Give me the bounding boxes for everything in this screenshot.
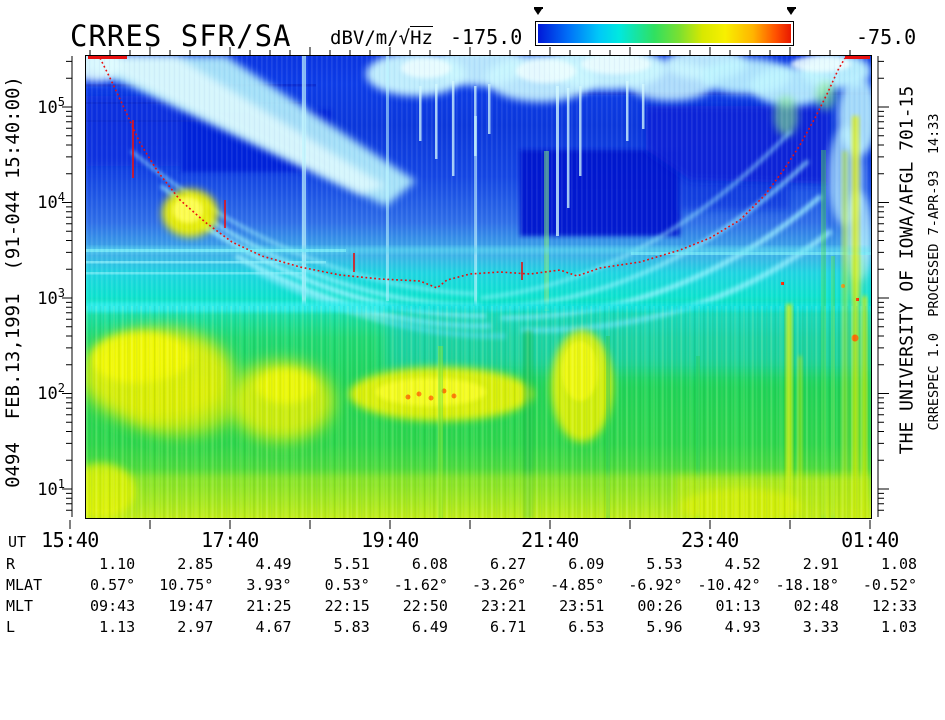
ephemeris-row-MLT: MLT 09:43 19:47 21:25 22:15 22:50 23:21 … [0,597,945,615]
ephemeris-cell: 1.10 [99,555,136,573]
y-tick-label-1e2: 102 [37,381,65,404]
colorbar-gradient [538,24,791,43]
colorbar-units-label: dBV/m/√Hz [330,26,433,49]
ephemeris-cell: 21:25 [246,597,292,615]
fce-line [88,56,870,289]
ephemeris-cell: 4.67 [255,618,292,636]
ephemeris-cell: 2.97 [177,618,214,636]
ephemeris-cell: 22:50 [402,597,448,615]
units-radicand: Hz [410,26,433,49]
ephemeris-cell: 0.57° [90,576,136,594]
ephemeris-cell: 2.85 [177,555,214,573]
x-axis-name: UT [8,533,27,551]
y-tick-label-1e4: 104 [37,190,65,213]
ephemeris-cell: 3.33 [802,618,839,636]
ephemeris-cell: -10.42° [697,576,761,594]
row-label: MLT [6,597,34,615]
colorbar-min-label: -175.0 [450,25,523,49]
y-tick-label-1e5: 105 [37,95,65,118]
ephemeris-cell: -1.62° [393,576,448,594]
page-title: CRRES SFR/SA [70,19,292,53]
ephemeris-cell: 02:48 [793,597,839,615]
ephemeris-cell: 00:26 [637,597,683,615]
ephemeris-cell: 5.53 [646,555,683,573]
colorbar [535,21,794,46]
ephemeris-cell: -0.52° [862,576,918,594]
x-tick-label: 01:40 [841,528,899,552]
ephemeris-cell: 3.93° [246,576,292,594]
spectrogram-plot [85,55,872,519]
row-label: R [6,555,16,573]
x-tick-label: 21:40 [521,528,579,552]
ephemeris-cell: 19:47 [168,597,214,615]
spectrogram-image [86,56,871,518]
ephemeris-cell: 1.13 [99,618,136,636]
colorbar-max-label: -75.0 [856,25,917,49]
institution-label: THE UNIVERSITY OF IOWA/AFGL 701-15 [896,85,918,455]
x-tick-label: 15:40 [41,528,99,552]
ephemeris-cell: 6.53 [568,618,605,636]
y-tick-label-1e1: 101 [37,477,65,500]
ephemeris-cell: 5.96 [646,618,683,636]
ephemeris-cell: 4.49 [255,555,292,573]
x-tick-label: 23:40 [681,528,739,552]
colorbar-range-marker-left-icon [533,7,543,17]
ephemeris-row-L: L 1.13 2.97 4.67 5.83 6.49 6.71 6.53 5.9… [0,618,945,636]
ephemeris-cell: 23:51 [559,597,605,615]
processing-label: CRRESPEC 1.0 PROCESSED 7-APR-93 14:33 [926,113,942,431]
ephemeris-cell: 0.53° [324,576,370,594]
ephemeris-cell: 10.75° [159,576,214,594]
ephemeris-cell: 4.52 [724,555,761,573]
ephemeris-cell: -4.85° [550,576,605,594]
colorbar-range-marker-right-icon [786,7,796,17]
ephemeris-cell: 01:13 [715,597,761,615]
ephemeris-cell: 5.51 [333,555,370,573]
processing-label-wrap: CRRESPEC 1.0 PROCESSED 7-APR-93 14:33 [926,114,945,431]
row-label: MLAT [6,576,43,594]
ephemeris-cell: 23:21 [480,597,527,615]
ephemeris-row-MLAT: MLAT 0.57° 10.75° 3.93° 0.53° -1.62° -3.… [0,576,945,594]
ephemeris-cell: 2.91 [802,555,839,573]
ephemeris-cell: 6.09 [568,555,605,573]
y-tick-label-1e3: 103 [37,286,65,309]
ephemeris-cell: 22:15 [324,597,370,615]
x-tick-label: 17:40 [201,528,259,552]
ephemeris-cell: 6.49 [411,618,448,636]
orbit-date-label: 0494 FEB.13,1991 (91-044 15:40:00) [2,76,24,488]
ephemeris-cell: -3.26° [471,576,527,594]
ephemeris-cell: 1.03 [880,618,918,636]
ephemeris-cell: 4.93 [724,618,761,636]
units-prefix: dBV/m/√ [330,27,411,49]
ephemeris-cell: 6.71 [490,618,527,636]
x-tick-label: 19:40 [361,528,419,552]
row-label: L [6,618,16,636]
ephemeris-cell: -6.92° [628,576,683,594]
ephemeris-cell: 6.27 [490,555,527,573]
ephemeris-row-R: R 1.10 2.85 4.49 5.51 6.08 6.27 6.09 5.5… [0,555,945,573]
ephemeris-cell: 6.08 [411,555,448,573]
ephemeris-cell: 1.08 [880,555,918,573]
ephemeris-cell: 5.83 [333,618,370,636]
ephemeris-cell: -18.18° [775,576,839,594]
ephemeris-cell: 09:43 [90,597,136,615]
ephemeris-cell: 12:33 [871,597,918,615]
